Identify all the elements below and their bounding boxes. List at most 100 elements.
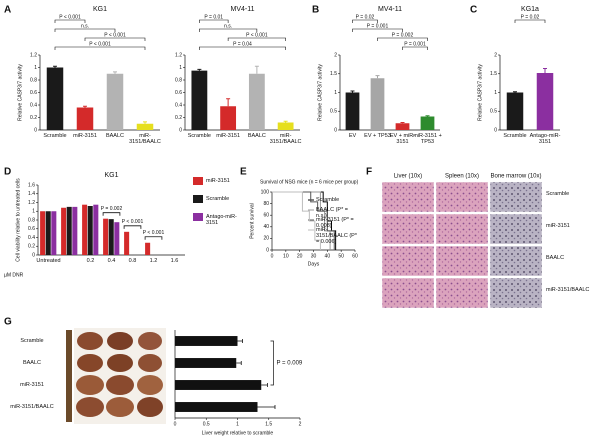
- histology-image: [489, 181, 543, 213]
- y-tick-label: BAALC: [22, 360, 42, 366]
- survival-line: [272, 191, 335, 250]
- y-tick-label: 0.2: [175, 115, 182, 121]
- y-tick-label: 0.2: [30, 115, 37, 121]
- x-tick-label: 1.5: [265, 421, 272, 427]
- x-tick-label: 10: [283, 253, 289, 259]
- significance-bracket: [514, 19, 546, 23]
- error-bar: [236, 361, 242, 365]
- x-tick-label: 0.5: [203, 421, 210, 427]
- y-tick-label: 0: [179, 127, 182, 133]
- error-bar: [543, 68, 547, 73]
- liver-photo: [106, 397, 134, 417]
- x-tick-label: 30: [311, 253, 317, 259]
- significance-label: P < 0.001: [246, 32, 268, 38]
- bar: [45, 211, 51, 255]
- bar: [370, 78, 385, 130]
- liver-photo: [106, 375, 134, 395]
- chart-title: MV4-11: [231, 6, 255, 13]
- survival-line: [272, 191, 321, 250]
- error-bar: [350, 90, 355, 93]
- x-tick-label: EV: [348, 133, 357, 139]
- y-tick-label: 0.8: [175, 77, 182, 83]
- panel-letter: B: [312, 5, 319, 16]
- x-tick-label: 1.6: [170, 258, 179, 264]
- bar: [277, 122, 294, 130]
- histology-image: [381, 277, 435, 309]
- x-tick-label: 2: [299, 421, 302, 427]
- y-tick-label: miR-3151: [20, 382, 44, 388]
- bar: [40, 211, 46, 255]
- error-bar: [197, 68, 202, 71]
- bar: [506, 92, 524, 130]
- legend-label: BAALC (P* = n.s.): [316, 207, 348, 219]
- histology-image: [435, 277, 489, 309]
- x-tick-label: Antago-miR-3151: [529, 133, 561, 145]
- y-tick-label: 1.2: [28, 200, 35, 206]
- bar: [145, 242, 151, 255]
- legend-swatch: [193, 195, 203, 203]
- y-tick-label: 0: [266, 247, 269, 253]
- x-tick-label: 50: [338, 253, 344, 259]
- bar: [175, 380, 262, 390]
- x-tick-label: 0.8: [128, 258, 137, 264]
- y-tick-label: 1: [334, 90, 337, 96]
- significance-label: P < 0.001: [143, 230, 165, 236]
- y-tick-label: 1.5: [330, 71, 337, 77]
- significance-bracket: [102, 212, 121, 216]
- y-tick-label: 0.6: [30, 90, 37, 96]
- bar: [175, 402, 258, 412]
- significance-bracket: [199, 19, 229, 23]
- column-label: Liver (10x): [394, 174, 422, 180]
- x-tick-label: EV + miR-3151: [389, 133, 416, 145]
- error-bar: [400, 122, 405, 124]
- significance-bracket: [199, 46, 286, 50]
- y-tick-label: 0.6: [28, 226, 35, 232]
- bar: [420, 116, 435, 130]
- panel-letter: F: [366, 167, 372, 178]
- legend-label: miR-3151 (P* = 0.008): [316, 217, 354, 229]
- significance-label: P = 0.001: [404, 41, 426, 47]
- row-label: miR-3151: [546, 223, 570, 229]
- liver-photo: [76, 375, 104, 395]
- bar: [106, 73, 124, 130]
- y-tick-label: 1: [32, 209, 35, 215]
- bar: [108, 219, 114, 255]
- y-axis-label: Relative CASP3/7 activity: [317, 64, 323, 121]
- significance-bracket: [402, 46, 428, 50]
- bar: [66, 206, 72, 255]
- significance-label: P = 0.002: [392, 32, 414, 38]
- bar: [76, 107, 94, 130]
- x-tick-label: 1: [236, 421, 239, 427]
- error-bar: [143, 121, 147, 124]
- significance-bracket: [54, 46, 146, 50]
- row-label: Scramble: [546, 191, 570, 197]
- chart-title: KG1a: [521, 6, 539, 13]
- chart-title: Survival of NSG mice (n = 6 mice per gro…: [260, 179, 359, 185]
- panel-letter: C: [470, 5, 477, 16]
- histology-image: [435, 181, 489, 213]
- legend-label: miR-3151: [206, 178, 230, 184]
- bar: [345, 92, 360, 130]
- significance-bracket: [352, 28, 403, 32]
- y-tick-label: 0.4: [28, 235, 35, 241]
- significance-label: P < 0.001: [59, 14, 81, 20]
- liver-photo: [77, 332, 103, 350]
- legend-label: Scramble: [316, 197, 340, 203]
- y-axis-label: Cell viability relative to untreated cel…: [15, 178, 21, 262]
- histology-image: [381, 213, 435, 245]
- legend-swatch: [193, 177, 203, 185]
- bar: [536, 73, 554, 130]
- bar: [175, 336, 238, 346]
- y-tick-label: 1.2: [175, 52, 182, 58]
- x-axis-label: µM DNR: [4, 272, 24, 278]
- x-tick-label: 0: [271, 253, 274, 259]
- x-tick-label: 0.2: [86, 258, 95, 264]
- histology-image: [381, 181, 435, 213]
- significance-bracket: [84, 37, 146, 41]
- x-tick-label: Scramble: [43, 133, 67, 139]
- significance-bracket: [352, 19, 378, 23]
- y-tick-label: 0.6: [175, 90, 182, 96]
- x-tick-label: EV + TP53: [364, 133, 391, 139]
- bar: [395, 123, 410, 130]
- bar: [191, 70, 208, 130]
